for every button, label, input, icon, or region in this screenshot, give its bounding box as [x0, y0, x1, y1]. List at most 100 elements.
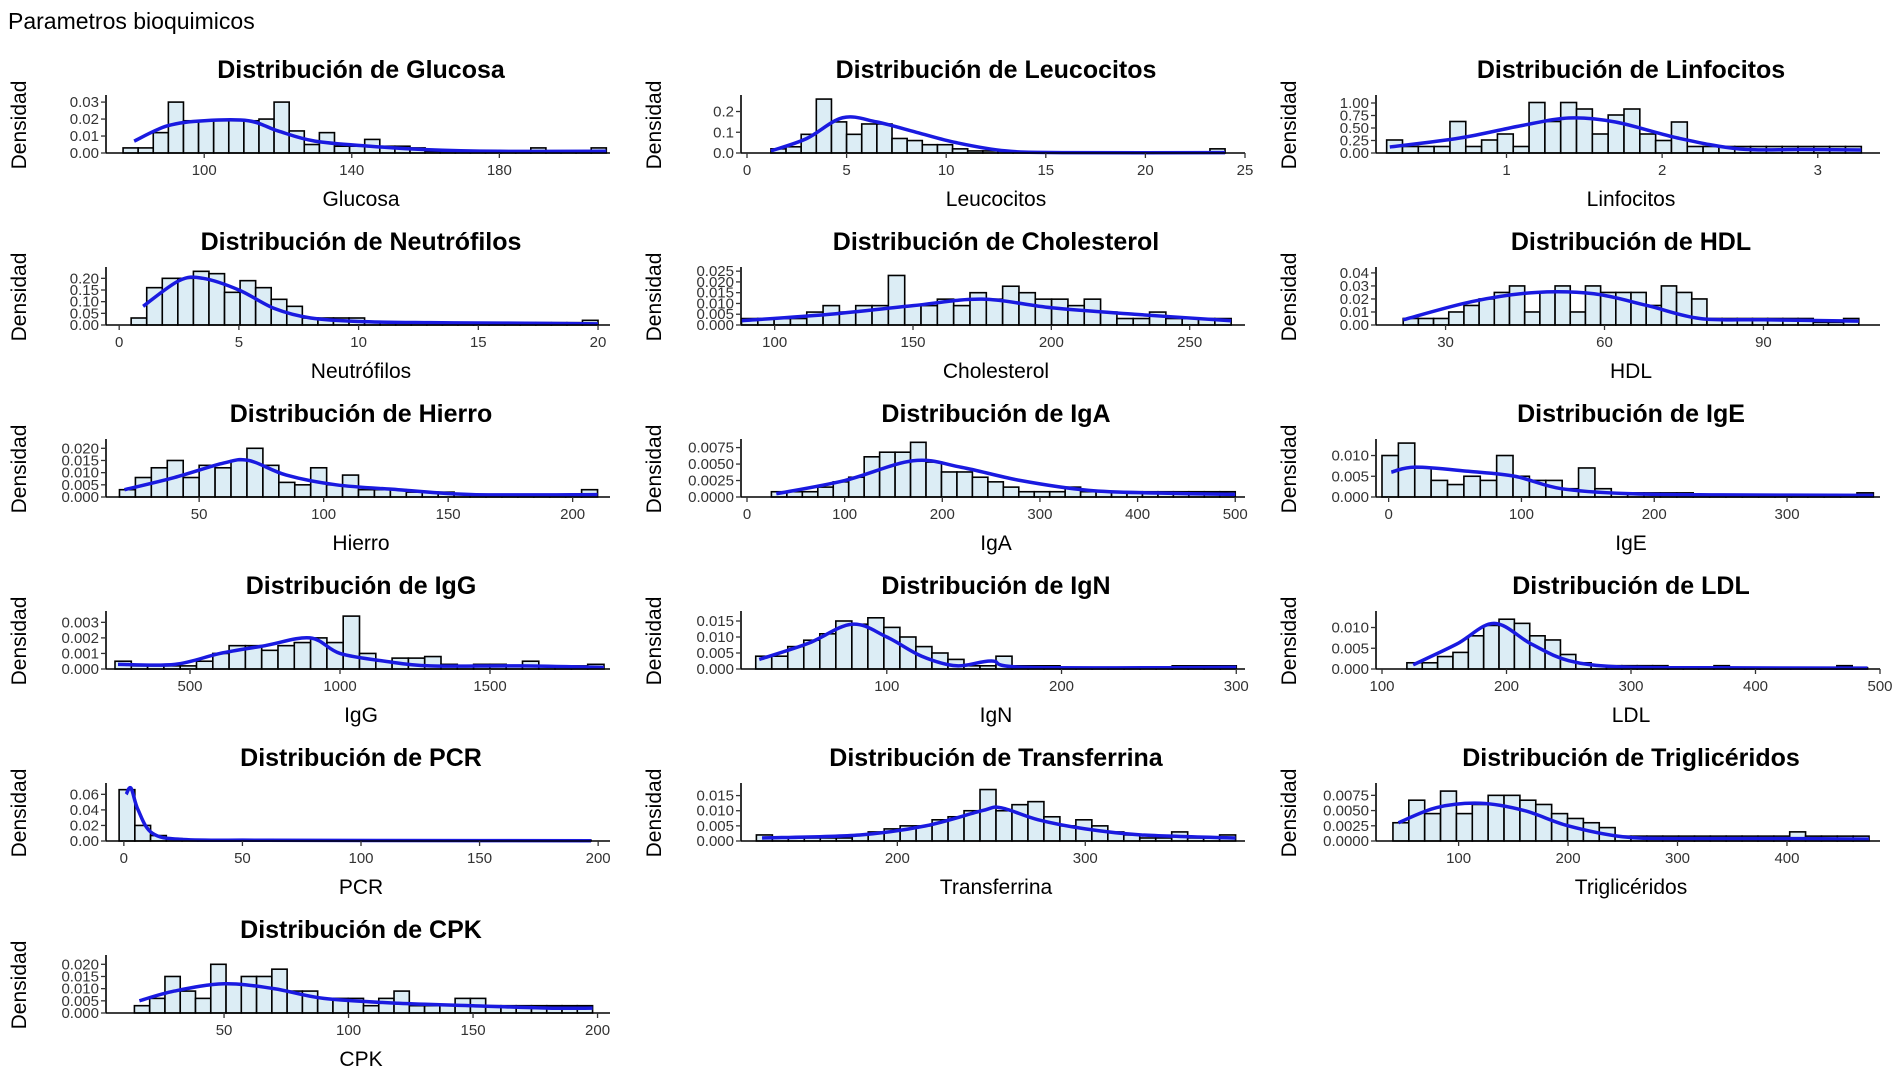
- histogram-bar: [1034, 298, 1053, 326]
- density-curve: [761, 805, 1236, 840]
- histogram-bar: [1430, 479, 1449, 498]
- histogram-bar: [1436, 655, 1454, 670]
- x-tick-label: 2: [1658, 162, 1666, 179]
- histogram-bar: [979, 788, 997, 842]
- y-tick-label: 0.000: [61, 1005, 99, 1022]
- chart-panel: Distribución de LDL Densidad LDL 100 200 300 4…: [1278, 572, 1893, 727]
- x-axis-label: HDL: [1610, 360, 1652, 383]
- y-tick-label: 0.00: [1340, 317, 1369, 334]
- density-curve: [124, 457, 598, 497]
- x-tick-label: 300: [1618, 678, 1643, 695]
- y-tick-label: 0.000: [696, 317, 734, 334]
- x-tick-label: 100: [1509, 506, 1534, 523]
- x-tick-label: 200: [1049, 678, 1074, 695]
- y-tick-label: 0.020: [61, 440, 99, 457]
- histogram-bar: [985, 298, 1004, 326]
- chart-title: Distribución de Linfocitos: [1477, 56, 1785, 84]
- y-tick-label: 0.0025: [1323, 818, 1369, 835]
- histogram-bar: [863, 456, 881, 498]
- y-tick-label: 0.03: [1340, 278, 1369, 295]
- histogram-bar: [303, 143, 321, 154]
- x-tick-label: 200: [586, 850, 611, 867]
- histogram-bar: [1018, 291, 1037, 326]
- histogram-bar: [1675, 291, 1693, 326]
- y-tick-label: 0.75: [1340, 108, 1369, 125]
- y-tick-label: 0.02: [1340, 291, 1369, 308]
- x-tick-label: 100: [336, 1022, 361, 1039]
- histogram-bar: [1452, 651, 1470, 670]
- y-tick-label: 0.20: [70, 270, 99, 287]
- x-tick-label: 5: [842, 162, 850, 179]
- x-tick-label: 250: [1177, 334, 1202, 351]
- histogram-bar: [952, 304, 971, 326]
- y-tick-label: 0.10: [70, 294, 99, 311]
- chart-panel: Distribución de Cholesterol Densidad Chole…: [643, 228, 1245, 383]
- x-tick-label: 200: [1556, 850, 1581, 867]
- histogram-bar: [342, 615, 361, 670]
- histogram-bar: [373, 488, 392, 498]
- x-tick-label: 20: [1137, 162, 1154, 179]
- histogram-bar: [816, 486, 835, 498]
- histogram-bar: [770, 655, 789, 670]
- histogram-bar: [1478, 298, 1496, 326]
- x-tick-label: 90: [1755, 334, 1772, 351]
- histogram-bar: [227, 119, 245, 154]
- y-tick-label: 0.2: [713, 104, 734, 121]
- chart-panel: Distribución de Hierro Densidad Hierro 50 10…: [8, 400, 610, 555]
- histogram-bar: [785, 145, 802, 154]
- x-tick-label: 0: [120, 850, 128, 867]
- histogram-bar: [239, 279, 257, 326]
- histogram-bar: [1381, 454, 1400, 498]
- histogram-bar: [1002, 486, 1020, 498]
- x-tick-label: 100: [762, 334, 787, 351]
- histogram-bar: [1544, 120, 1562, 154]
- histogram-bar: [1690, 298, 1708, 326]
- y-tick-label: 0.0050: [688, 456, 734, 473]
- y-tick-label: 0.010: [696, 803, 734, 820]
- y-tick-label: 0.03: [70, 94, 99, 111]
- y-tick-label: 0.0075: [688, 440, 734, 457]
- x-tick-label: 180: [487, 162, 512, 179]
- y-tick-label: 0.015: [61, 968, 99, 985]
- histogram-bar: [1116, 317, 1135, 326]
- chart-title: Distribución de IgN: [881, 572, 1110, 600]
- histogram-bar: [1479, 479, 1498, 498]
- y-tick-label: 0.015: [61, 452, 99, 469]
- x-tick-label: 0: [743, 506, 751, 523]
- y-tick-label: 0.005: [696, 306, 734, 323]
- y-tick-label: 0.025: [696, 263, 734, 280]
- histogram-bar: [925, 461, 943, 498]
- histogram-bar: [277, 644, 296, 670]
- histogram-bar: [1467, 635, 1485, 670]
- y-tick-label: 0.020: [696, 274, 734, 291]
- histogram-bar: [1464, 145, 1483, 154]
- histogram-bar: [878, 451, 896, 498]
- chart-panel: Distribución de HDL Densidad HDL 30 60 90 0.00…: [1278, 228, 1880, 383]
- density-curve: [1390, 465, 1874, 498]
- histogram-bar: [940, 471, 958, 498]
- chart-title: Distribución de IgE: [1517, 400, 1745, 428]
- density-curve: [117, 635, 605, 670]
- histogram-bar: [1480, 139, 1499, 154]
- chart-title: Distribución de Glucosa: [217, 56, 506, 84]
- x-axis-label: IgE: [1615, 532, 1647, 555]
- histogram-bar: [423, 1004, 441, 1014]
- histogram-bar: [209, 963, 227, 1014]
- x-axis-label: Linfocitos: [1587, 188, 1676, 211]
- histogram-bar: [1413, 467, 1432, 498]
- x-tick-label: 150: [900, 334, 925, 351]
- y-tick-label: 0.005: [1331, 468, 1369, 485]
- histogram-bar: [1660, 285, 1678, 326]
- histogram-bar: [1417, 145, 1435, 154]
- x-axis-label: Hierro: [332, 532, 389, 555]
- x-tick-label: 100: [311, 506, 336, 523]
- histogram-bar: [273, 101, 290, 154]
- y-axis-label: Densidad: [8, 769, 31, 858]
- y-tick-label: 0.0025: [688, 473, 734, 490]
- x-tick-label: 200: [1039, 334, 1064, 351]
- x-tick-label: 100: [1446, 850, 1471, 867]
- y-tick-label: 0.0: [713, 145, 734, 162]
- y-axis-label: Densidad: [643, 253, 666, 342]
- x-tick-label: 1: [1502, 162, 1510, 179]
- x-tick-label: 300: [1073, 850, 1098, 867]
